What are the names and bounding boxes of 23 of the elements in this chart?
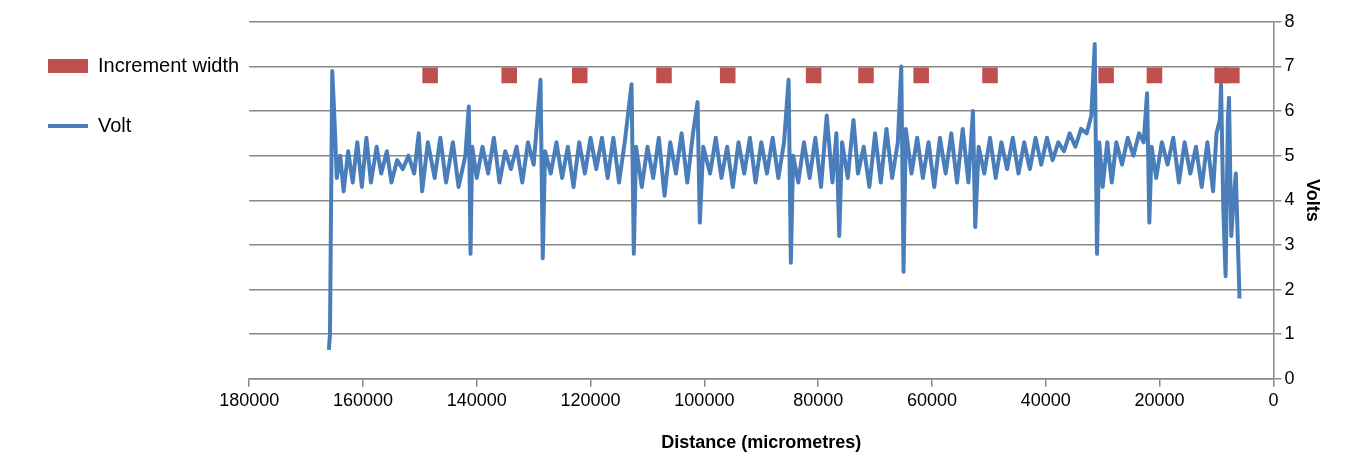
- x-tick-label: 180000: [219, 389, 280, 410]
- x-tick-label: 140000: [446, 389, 507, 410]
- y-tick-label: 2: [1284, 278, 1295, 299]
- y-tick-label: 7: [1284, 55, 1295, 76]
- x-tick-label: 120000: [560, 389, 621, 410]
- x-tick-label: 0: [1268, 389, 1279, 410]
- y-tick-label: 6: [1284, 100, 1295, 121]
- x-tick-label: 40000: [1020, 389, 1071, 410]
- x-tick-label: 160000: [332, 389, 394, 410]
- y-tick-label: 3: [1284, 233, 1295, 254]
- y-axis-title: Volts: [1303, 178, 1324, 222]
- legend-label: Volt: [98, 113, 132, 136]
- x-tick-label: 100000: [674, 389, 735, 410]
- x-axis-title: Distance (micrometres): [661, 432, 862, 453]
- y-tick-label: 0: [1284, 367, 1295, 388]
- y-tick-label: 5: [1284, 144, 1295, 165]
- x-tick-label: 80000: [793, 389, 844, 410]
- y-tick-label: 8: [1284, 10, 1295, 31]
- legend-label: Increment width: [98, 53, 240, 76]
- x-tick-label: 60000: [906, 389, 958, 410]
- y-tick-label: 1: [1284, 323, 1295, 344]
- x-tick-label: 20000: [1134, 389, 1185, 410]
- y-tick-label: 4: [1284, 189, 1295, 210]
